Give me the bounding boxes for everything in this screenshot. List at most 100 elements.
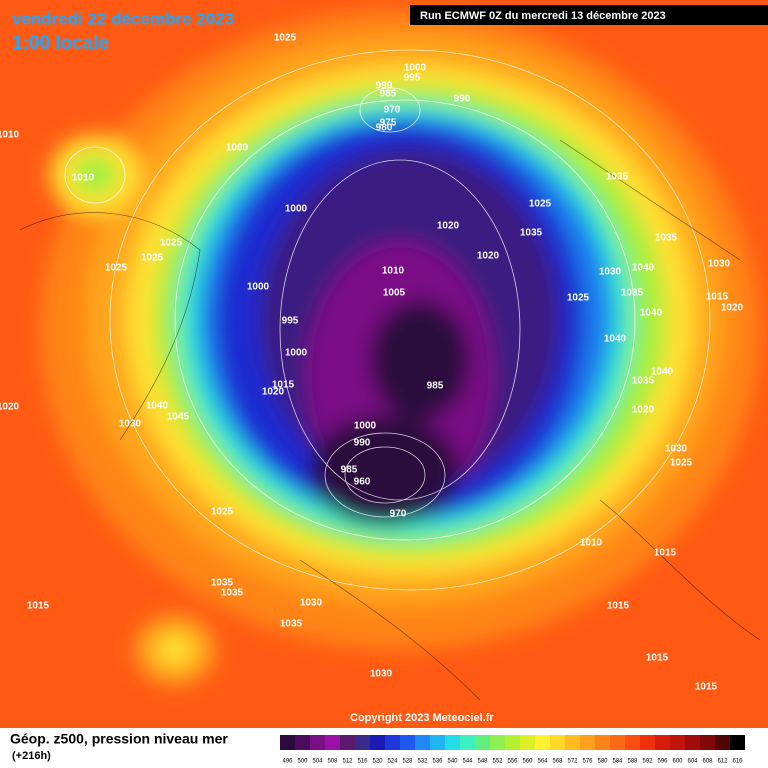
- colorbar-label: 528: [402, 759, 413, 765]
- colorbar-label: 564: [537, 759, 548, 765]
- colorbar-label: 600: [672, 759, 683, 765]
- isobar-label: 980: [376, 123, 393, 134]
- isobar-label: 1030: [370, 669, 393, 680]
- colorbar-box: [460, 735, 475, 750]
- colorbar-box: [700, 735, 715, 750]
- isobar-label: 1035: [621, 288, 644, 299]
- colorbar-box: [715, 735, 730, 750]
- isobar-label: 990: [354, 438, 371, 449]
- colorbar-label: 508: [327, 759, 338, 765]
- run-banner: [410, 5, 768, 25]
- isobar-label: 1015: [654, 548, 677, 559]
- isobar-label: 1020: [632, 405, 655, 416]
- isobar-label: 1035: [221, 588, 244, 599]
- isobar-label: 985: [341, 465, 358, 476]
- isobar-label: 1040: [640, 308, 663, 319]
- colorbar-label: 616: [732, 759, 743, 765]
- isobar-label: 1015: [646, 653, 669, 664]
- isobar-label: 1015: [706, 292, 729, 303]
- colorbar-label: 584: [612, 759, 623, 765]
- colorbar-box: [325, 735, 340, 750]
- isobar-label: 1035: [632, 376, 655, 387]
- isobar-label: 1030: [300, 598, 323, 609]
- isobars: [64, 49, 711, 591]
- coastlines: [19, 139, 761, 701]
- legend-label: Géop. z500, pression niveau mer: [10, 731, 228, 747]
- colorbar-label: 500: [297, 759, 308, 765]
- colorbar-box: [550, 735, 565, 750]
- field: [0, 0, 768, 728]
- colorbar-box: [475, 735, 490, 750]
- isobar-labels: 1025100099599098597097598099010101000101…: [0, 33, 744, 693]
- colorbar-box: [685, 735, 700, 750]
- isobar-label: 1040: [651, 367, 674, 378]
- isobar-label: 1020: [721, 303, 744, 314]
- colorbar-box: [730, 735, 745, 750]
- colorbar-box: [670, 735, 685, 750]
- isobar-label: 1000: [404, 63, 427, 74]
- isobar-label: 1000: [285, 348, 308, 359]
- isobar-label: 985: [380, 89, 397, 100]
- colorbar-label: 592: [642, 759, 653, 765]
- colorbar-label: 496: [282, 759, 293, 765]
- colorbar-box: [505, 735, 520, 750]
- isobar-label: 1035: [606, 172, 629, 183]
- colorbar-box: [640, 735, 655, 750]
- isobar-label: 960: [354, 477, 371, 488]
- colorbar-label: 580: [597, 759, 608, 765]
- date-title: vendredi 22 décembre 2023: [12, 9, 234, 28]
- colorbar-label: 572: [567, 759, 578, 765]
- isobar-label: 985: [427, 381, 444, 392]
- colorbar-label: 560: [522, 759, 533, 765]
- colorbar-label: 524: [387, 759, 398, 765]
- colorbar-box: [385, 735, 400, 750]
- colorbar-box: [655, 735, 670, 750]
- isobar-label: 990: [376, 81, 393, 92]
- isobar-label: 1025: [670, 458, 693, 469]
- colorbar-box: [355, 735, 370, 750]
- colorbar-box: [415, 735, 430, 750]
- isobar-label: 1020: [437, 221, 460, 232]
- isobar-label: 1035: [211, 578, 234, 589]
- isobar-label: 1025: [141, 253, 164, 264]
- colorbar-label: 608: [702, 759, 713, 765]
- colorbar-box: [580, 735, 595, 750]
- isobar-label: 1035: [520, 228, 543, 239]
- colorbar-label: 556: [507, 759, 518, 765]
- isobar-label: 1045: [167, 412, 190, 423]
- colorbar-box: [490, 735, 505, 750]
- colorbar-box: [595, 735, 610, 750]
- isobar-label: 1020: [0, 402, 20, 413]
- isobar-label: 1020: [477, 251, 500, 262]
- colorbar-label: 512: [342, 759, 353, 765]
- isobar-label: 1030: [599, 267, 622, 278]
- colorbar-label: 536: [432, 759, 443, 765]
- isobar-label: 1035: [280, 619, 303, 630]
- colorbar-label: 532: [417, 759, 428, 765]
- isobar-label: 1030: [665, 444, 688, 455]
- copyright: Copyright 2023 Meteociel.fr: [350, 712, 494, 724]
- isobar-label: 1015: [272, 380, 295, 391]
- colorbar-label: 516: [357, 759, 368, 765]
- isobar-label: 1010: [382, 266, 405, 277]
- colorbar-label: 596: [657, 759, 668, 765]
- colorbar-box: [610, 735, 625, 750]
- lead-time: (+216h): [12, 750, 51, 762]
- colorbar-label: 548: [477, 759, 488, 765]
- colorbar-label: 612: [717, 759, 728, 765]
- isobar-label: 1010: [72, 173, 95, 184]
- colorbar-label: 520: [372, 759, 383, 765]
- isobar-label: 1040: [146, 401, 169, 412]
- isobar-label: 1000: [247, 282, 270, 293]
- colorbar-label: 576: [582, 759, 593, 765]
- isobar-label: 1000: [354, 421, 377, 432]
- colorbar-box: [340, 735, 355, 750]
- isobar-label: 1005: [383, 288, 406, 299]
- isobar-label: 1025: [105, 263, 128, 274]
- colorbar: 496 500 504 508 512 516 520 524 528 532 536 540 544 5…: [280, 735, 745, 765]
- colorbar-box: [430, 735, 445, 750]
- colorbar-box: [370, 735, 385, 750]
- isobar-label: 1015: [607, 601, 630, 612]
- colorbar-box: [280, 735, 295, 750]
